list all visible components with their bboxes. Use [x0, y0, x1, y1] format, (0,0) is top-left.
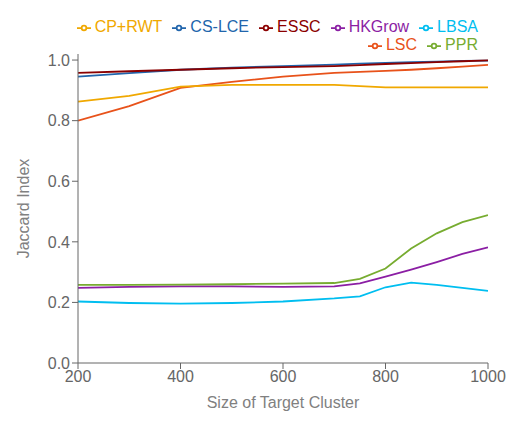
svg-text:0.2: 0.2	[48, 294, 70, 311]
html-text:ESSC: ESSC	[277, 18, 321, 35]
svg-text:Size of Target Cluster: Size of Target Cluster	[207, 394, 360, 411]
svg-text:800: 800	[372, 368, 399, 385]
html-text:HKGrow: HKGrow	[348, 18, 410, 35]
svg-text:0.6: 0.6	[48, 173, 70, 190]
svg-text:0.8: 0.8	[48, 112, 70, 129]
html-text:LSC: LSC	[386, 36, 418, 53]
html-text:LBSA: LBSA	[437, 18, 478, 35]
svg-text:1.0: 1.0	[48, 52, 70, 69]
html-text:PPR: PPR	[445, 36, 478, 53]
html-text:CP+RWT: CP+RWT	[94, 18, 163, 35]
svg-text:400: 400	[167, 368, 194, 385]
svg-text:0.4: 0.4	[48, 234, 70, 251]
svg-text:0.0: 0.0	[48, 355, 70, 372]
html-text:CS-LCE: CS-LCE	[190, 18, 249, 35]
svg-text:600: 600	[270, 368, 297, 385]
svg-text:Jaccard Index: Jaccard Index	[15, 159, 32, 259]
svg-text:1000: 1000	[470, 368, 506, 385]
svg-text:200: 200	[64, 368, 92, 386]
